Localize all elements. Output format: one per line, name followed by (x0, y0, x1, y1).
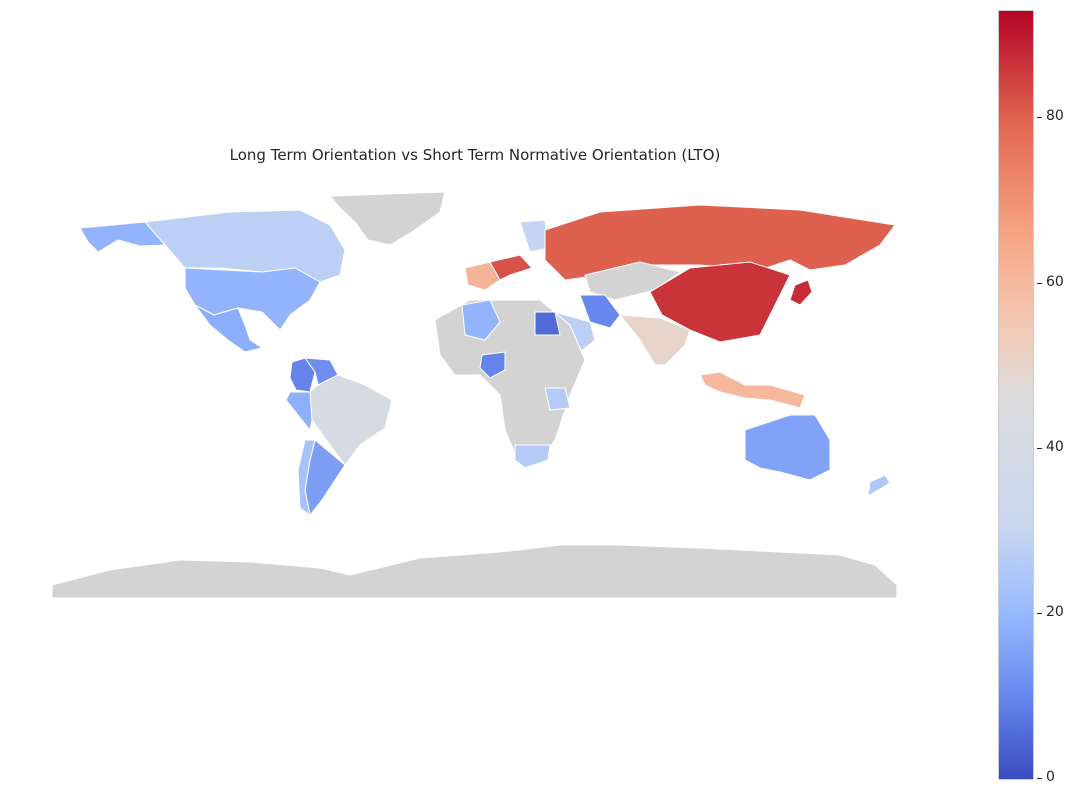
region-algeria (461, 299, 501, 341)
colorbar-tick-mark (1037, 117, 1042, 119)
region-indonesia (699, 371, 806, 409)
colorbar-tick-mark (1037, 447, 1042, 449)
region-europe-west (464, 261, 501, 291)
colorbar-tick-label: 20 (1046, 603, 1064, 620)
region-iran (579, 294, 621, 329)
region-alaska (79, 221, 166, 253)
colorbar-tick-label: 0 (1046, 769, 1055, 785)
chart-title: Long Term Orientation vs Short Term Norm… (229, 146, 721, 164)
region-peru (285, 391, 313, 431)
region-germany (489, 254, 533, 281)
region-tanzania (544, 387, 571, 411)
region-egypt (534, 311, 561, 336)
colorbar-tick-mark (1037, 612, 1042, 614)
region-chile (297, 439, 316, 516)
colorbar-tick-mark (1037, 282, 1042, 284)
region-finland (519, 219, 549, 253)
colorbar-tick-label: 60 (1046, 273, 1064, 290)
region-russia (544, 204, 896, 281)
region-brazil (309, 374, 393, 466)
region-china (649, 261, 791, 343)
region-south-africa (514, 444, 551, 469)
region-nigeria (479, 351, 506, 379)
colorbar-gradient (998, 10, 1034, 780)
colorbar-tick-label: 40 (1046, 438, 1064, 455)
region-new-zealand (867, 474, 891, 497)
colorbar (996, 8, 1038, 780)
region-greenland (329, 191, 446, 246)
region-india (619, 314, 691, 366)
region-africa-body (434, 299, 586, 466)
colorbar-tick-mark (1037, 778, 1042, 779)
region-united-states (184, 267, 321, 331)
region-australia (744, 414, 831, 481)
region-japan (789, 279, 813, 306)
region-mexico (194, 304, 263, 353)
region-antarctica (51, 544, 898, 599)
colorbar-tick-label: 80 (1046, 108, 1064, 125)
world-choropleth-map (51, 191, 898, 599)
